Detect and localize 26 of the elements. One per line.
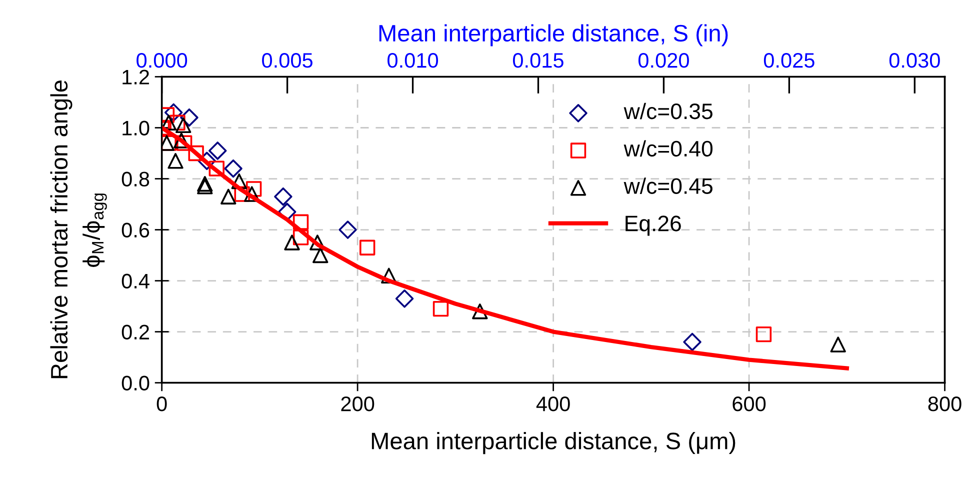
- x-axis-title: Mean interparticle distance, S (μm): [372, 432, 736, 454]
- x-tick-label: 0: [156, 396, 167, 412]
- x2-tick-label: 0.020: [638, 53, 689, 68]
- y-tick-label: 0.8: [122, 172, 150, 187]
- x2-tick-label: 0.030: [889, 53, 940, 68]
- y-tick-label: 0.2: [122, 324, 149, 340]
- x-tick-label: 400: [536, 396, 570, 412]
- x2-axis-title: Mean interparticle distance, S (in): [379, 24, 728, 46]
- legend-label: Eq.26: [626, 216, 681, 236]
- x2-tick-label: 0.025: [764, 53, 814, 68]
- x-tick-label: 600: [732, 396, 766, 412]
- legend-label: w/c=0.40: [624, 140, 713, 157]
- x2-tick-label: 0.005: [262, 53, 312, 68]
- y-tick-label: 1.0: [122, 120, 150, 136]
- x2-tick-label: 0.015: [512, 53, 564, 68]
- legend-label: w/c=0.35: [624, 102, 712, 120]
- legend-label: w/c=0.45: [624, 178, 712, 194]
- x-tick-label: 800: [928, 396, 962, 412]
- y-axis-title: Relative mortar friction angle ϕ$_{M}$/ϕ$_{agg}$: [50, 80, 107, 378]
- x-tick-label: 200: [341, 396, 374, 412]
- x2-tick-label: 0.000: [136, 53, 188, 68]
- y-tick-label: 0.0: [122, 376, 150, 391]
- x2-tick-label: 0.010: [388, 53, 438, 68]
- y-tick-label: 1.2: [122, 70, 149, 84]
- y-tick-label: 0.4: [122, 274, 150, 289]
- y-tick-label: 0.6: [122, 222, 150, 238]
